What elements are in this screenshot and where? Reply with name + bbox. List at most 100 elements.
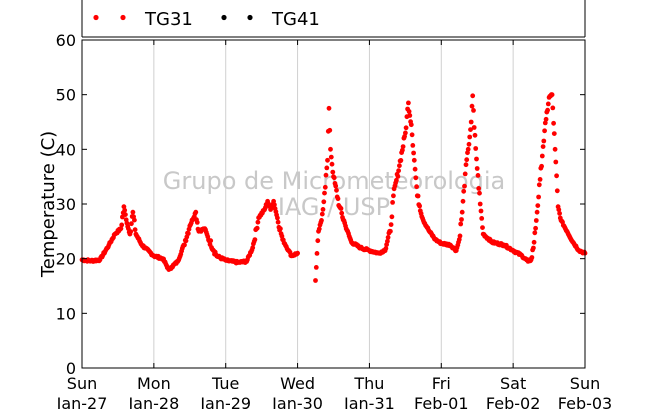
point-tg31-502 bbox=[472, 132, 478, 138]
point-tg31-484 bbox=[459, 217, 464, 222]
point-tg31-612 bbox=[554, 188, 560, 194]
point-tg31-614 bbox=[556, 207, 562, 213]
point-tg31-291 bbox=[314, 251, 320, 256]
point-tg31-491 bbox=[464, 157, 470, 163]
x-tick-day-7: Sun bbox=[570, 374, 600, 393]
y-tick-label-60: 60 bbox=[56, 31, 76, 50]
point-tg31-309 bbox=[328, 146, 333, 152]
x-tick-date-1: Jan-28 bbox=[127, 394, 179, 409]
point-tg31-261 bbox=[275, 215, 280, 221]
x-tick-date-2: Jan-29 bbox=[199, 394, 251, 409]
point-tg31-424 bbox=[414, 184, 419, 190]
point-tg31-581 bbox=[531, 239, 537, 245]
point-tg31-317 bbox=[334, 187, 339, 193]
x-tick-day-5: Fri bbox=[432, 374, 451, 393]
data-points bbox=[79, 92, 588, 283]
point-tg31-496 bbox=[468, 127, 473, 132]
legend-label-tg41: TG41 bbox=[271, 9, 320, 30]
point-tg31-600 bbox=[545, 101, 551, 107]
point-tg31-298 bbox=[319, 211, 325, 217]
point-tg31-494 bbox=[466, 141, 472, 147]
point-tg31-418 bbox=[409, 132, 415, 138]
point-tg31-495 bbox=[467, 134, 473, 140]
point-tg31-605 bbox=[549, 92, 555, 98]
point-tg31-582 bbox=[532, 230, 538, 236]
point-tg31-68 bbox=[130, 209, 136, 215]
x-tick-day-1: Mon bbox=[137, 374, 171, 393]
point-tg31-307 bbox=[326, 105, 332, 111]
point-tg31-483 bbox=[458, 221, 464, 227]
point-tg31-489 bbox=[462, 171, 468, 177]
point-tg31-311 bbox=[329, 161, 335, 167]
point-tg31-70 bbox=[132, 217, 137, 223]
point-tg31-397 bbox=[394, 177, 399, 183]
point-tg31-383 bbox=[383, 246, 389, 251]
x-tick-day-3: Wed bbox=[280, 374, 315, 393]
x-tick-day-6: Sat bbox=[500, 374, 526, 393]
point-tg31-58 bbox=[123, 212, 128, 218]
point-tg31-297 bbox=[319, 218, 324, 223]
point-tg31-501 bbox=[471, 125, 477, 130]
point-tg31-485 bbox=[459, 209, 465, 215]
point-tg31-152 bbox=[193, 209, 199, 215]
y-tick-label-20: 20 bbox=[56, 250, 76, 269]
point-tg31-599 bbox=[545, 107, 550, 113]
point-tg31-292 bbox=[315, 238, 321, 244]
point-tg31-419 bbox=[410, 143, 416, 148]
point-tg31-504 bbox=[474, 156, 479, 162]
x-tick-date-7: Feb-03 bbox=[558, 394, 612, 409]
point-tg31-300 bbox=[321, 199, 327, 205]
gridlines bbox=[153, 40, 514, 368]
point-tg31-488 bbox=[462, 183, 467, 189]
point-tg31-288 bbox=[295, 250, 300, 256]
point-tg31-66 bbox=[129, 221, 134, 227]
point-tg31-139 bbox=[183, 238, 189, 244]
x-tick-day-4: Thu bbox=[353, 374, 384, 393]
point-tg31-594 bbox=[541, 138, 547, 144]
point-tg31-301 bbox=[322, 190, 327, 196]
point-tg31-498 bbox=[469, 103, 475, 109]
point-tg31-401 bbox=[397, 163, 402, 169]
point-tg31-316 bbox=[333, 183, 339, 189]
point-tg31-290 bbox=[313, 265, 319, 270]
point-tg31-403 bbox=[398, 158, 404, 163]
point-tg31-499 bbox=[470, 93, 476, 99]
point-tg31-265 bbox=[278, 226, 283, 232]
point-tg31-586 bbox=[535, 203, 541, 209]
y-tick-label-10: 10 bbox=[56, 304, 76, 323]
point-tg31-392 bbox=[390, 200, 395, 205]
point-tg31-323 bbox=[338, 206, 344, 211]
x-tick-day-0: Sun bbox=[67, 374, 97, 393]
point-tg31-302 bbox=[322, 184, 328, 190]
x-tick-date-6: Feb-02 bbox=[486, 394, 540, 409]
point-tg31-415 bbox=[407, 113, 413, 118]
point-tg31-487 bbox=[461, 188, 467, 194]
point-tg31-580 bbox=[531, 245, 536, 251]
legend: TG31 TG41 bbox=[81, 0, 586, 38]
legend-marker-tg41-1 bbox=[221, 14, 227, 21]
legend-marker-tg41-2 bbox=[247, 14, 253, 21]
y-tick-label-30: 30 bbox=[56, 195, 76, 214]
x-tick-day-2: Tue bbox=[211, 374, 239, 393]
point-tg31-385 bbox=[385, 238, 390, 244]
point-tg31-406 bbox=[400, 144, 406, 150]
point-tg31-503 bbox=[473, 146, 479, 151]
point-tg31-312 bbox=[330, 169, 336, 175]
point-tg31-591 bbox=[539, 163, 544, 169]
point-tg31-399 bbox=[395, 174, 401, 179]
point-tg31-294 bbox=[316, 226, 322, 232]
point-tg31-592 bbox=[539, 153, 545, 159]
point-tg31-235 bbox=[255, 219, 261, 225]
x-tick-date-0: Jan-27 bbox=[56, 394, 108, 409]
point-tg31-589 bbox=[537, 177, 543, 182]
legend-marker-tg31-2 bbox=[120, 14, 126, 21]
point-tg31-71 bbox=[132, 227, 138, 233]
point-tg31-305 bbox=[325, 157, 330, 163]
point-tg31-505 bbox=[474, 166, 480, 171]
point-tg31-486 bbox=[460, 198, 466, 204]
point-tg31-53 bbox=[119, 222, 125, 228]
point-tg31-596 bbox=[542, 120, 548, 126]
point-tg31-587 bbox=[536, 194, 541, 200]
point-tg31-154 bbox=[194, 220, 200, 225]
point-tg31-423 bbox=[413, 175, 419, 181]
